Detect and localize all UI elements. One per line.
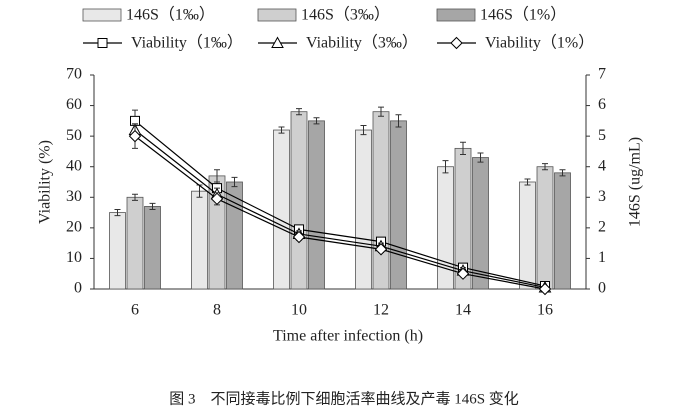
y2-tick-label: 7 (598, 66, 606, 83)
bar (290, 111, 308, 290)
y-tick-label: 10 (66, 249, 82, 266)
error-bar (278, 126, 285, 134)
error-bar (360, 124, 367, 136)
line (134, 120, 546, 287)
y2-axis-label: 146S (ug/mL) (627, 137, 644, 227)
line (134, 129, 546, 289)
error-bar (460, 141, 466, 155)
bar (536, 166, 554, 290)
legend-label: 146S（1%） (480, 6, 566, 24)
line-marker (128, 129, 142, 143)
bar (355, 129, 372, 290)
bar (554, 172, 571, 290)
error-bar (114, 209, 121, 217)
x-tick-label: 6 (131, 302, 139, 319)
caption: 图 3 不同接毒比例下细胞活率曲线及产毒 146S 变化 (169, 390, 519, 407)
bar (472, 157, 489, 290)
legend-swatch (82, 8, 122, 22)
x-tick-label: 10 (291, 302, 307, 319)
y2-tick-label: 6 (598, 96, 606, 113)
error-bar (442, 160, 449, 174)
y2-tick-label: 0 (598, 280, 606, 297)
legend-marker (450, 36, 463, 50)
bar (519, 181, 536, 290)
error-bar (395, 114, 402, 128)
error-bar (542, 163, 548, 171)
bar (372, 111, 390, 290)
x-tick-label: 8 (213, 302, 221, 319)
error-bar (231, 176, 238, 188)
x-tick-label: 14 (455, 302, 471, 319)
line (134, 135, 546, 290)
y-tick-label: 30 (66, 188, 82, 205)
legend-swatch (436, 8, 476, 22)
y2-tick-label: 5 (598, 127, 606, 144)
legend-marker (97, 38, 108, 48)
bar (109, 212, 126, 290)
legend-label: 146S（3‰） (301, 6, 390, 24)
bar (226, 181, 243, 290)
y2-tick-label: 3 (598, 188, 606, 205)
y-tick-label: 70 (66, 66, 82, 83)
y2-tick-label: 1 (598, 249, 606, 266)
error-bar (477, 152, 484, 163)
line-marker (292, 230, 306, 244)
error-bar (559, 169, 566, 177)
line-marker (456, 267, 470, 280)
legend-label: Viability（1%） (485, 34, 594, 52)
bar (273, 129, 290, 290)
x-tick-label: 16 (537, 302, 553, 319)
error-bar (524, 178, 531, 186)
error-bar (296, 108, 302, 116)
bar (144, 206, 161, 290)
line-marker (210, 192, 224, 206)
error-bar (313, 117, 320, 125)
line-marker (538, 282, 552, 296)
y-axis-label: Viability (%) (37, 140, 54, 224)
y-tick-label: 20 (66, 219, 82, 236)
x-axis-label: Time after infection (h) (273, 328, 423, 345)
y2-tick-label: 4 (598, 157, 606, 174)
legend-swatch (257, 8, 297, 22)
line-marker (374, 243, 388, 256)
bar (126, 196, 144, 290)
legend-label: Viability（3‰） (306, 34, 418, 52)
y-tick-label: 60 (66, 96, 82, 113)
x-tick-label: 12 (373, 302, 389, 319)
line-marker (130, 115, 140, 126)
error-bar (149, 202, 156, 211)
legend-label: 146S（1‰） (126, 6, 215, 24)
error-bar (132, 193, 138, 201)
y-tick-label: 50 (66, 127, 82, 144)
legend-label: Viability（1‰） (131, 34, 243, 52)
y2-tick-label: 2 (598, 219, 606, 236)
error-bar (378, 106, 384, 117)
legend-marker (271, 36, 284, 48)
bar (308, 120, 325, 290)
y-tick-label: 0 (74, 280, 82, 297)
bar (191, 190, 208, 290)
bar (390, 120, 407, 290)
y-tick-label: 40 (66, 157, 82, 174)
